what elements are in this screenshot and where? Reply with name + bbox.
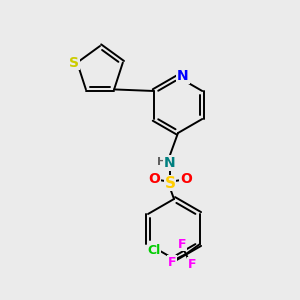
Text: Cl: Cl <box>147 244 161 256</box>
Text: N: N <box>164 156 176 170</box>
Text: S: S <box>69 56 79 70</box>
Text: F: F <box>188 257 196 271</box>
Text: O: O <box>180 172 192 186</box>
Text: H: H <box>158 157 166 167</box>
Text: F: F <box>178 238 186 250</box>
Text: O: O <box>148 172 160 186</box>
Text: N: N <box>177 69 189 83</box>
Text: S: S <box>164 176 175 190</box>
Text: F: F <box>168 256 176 268</box>
